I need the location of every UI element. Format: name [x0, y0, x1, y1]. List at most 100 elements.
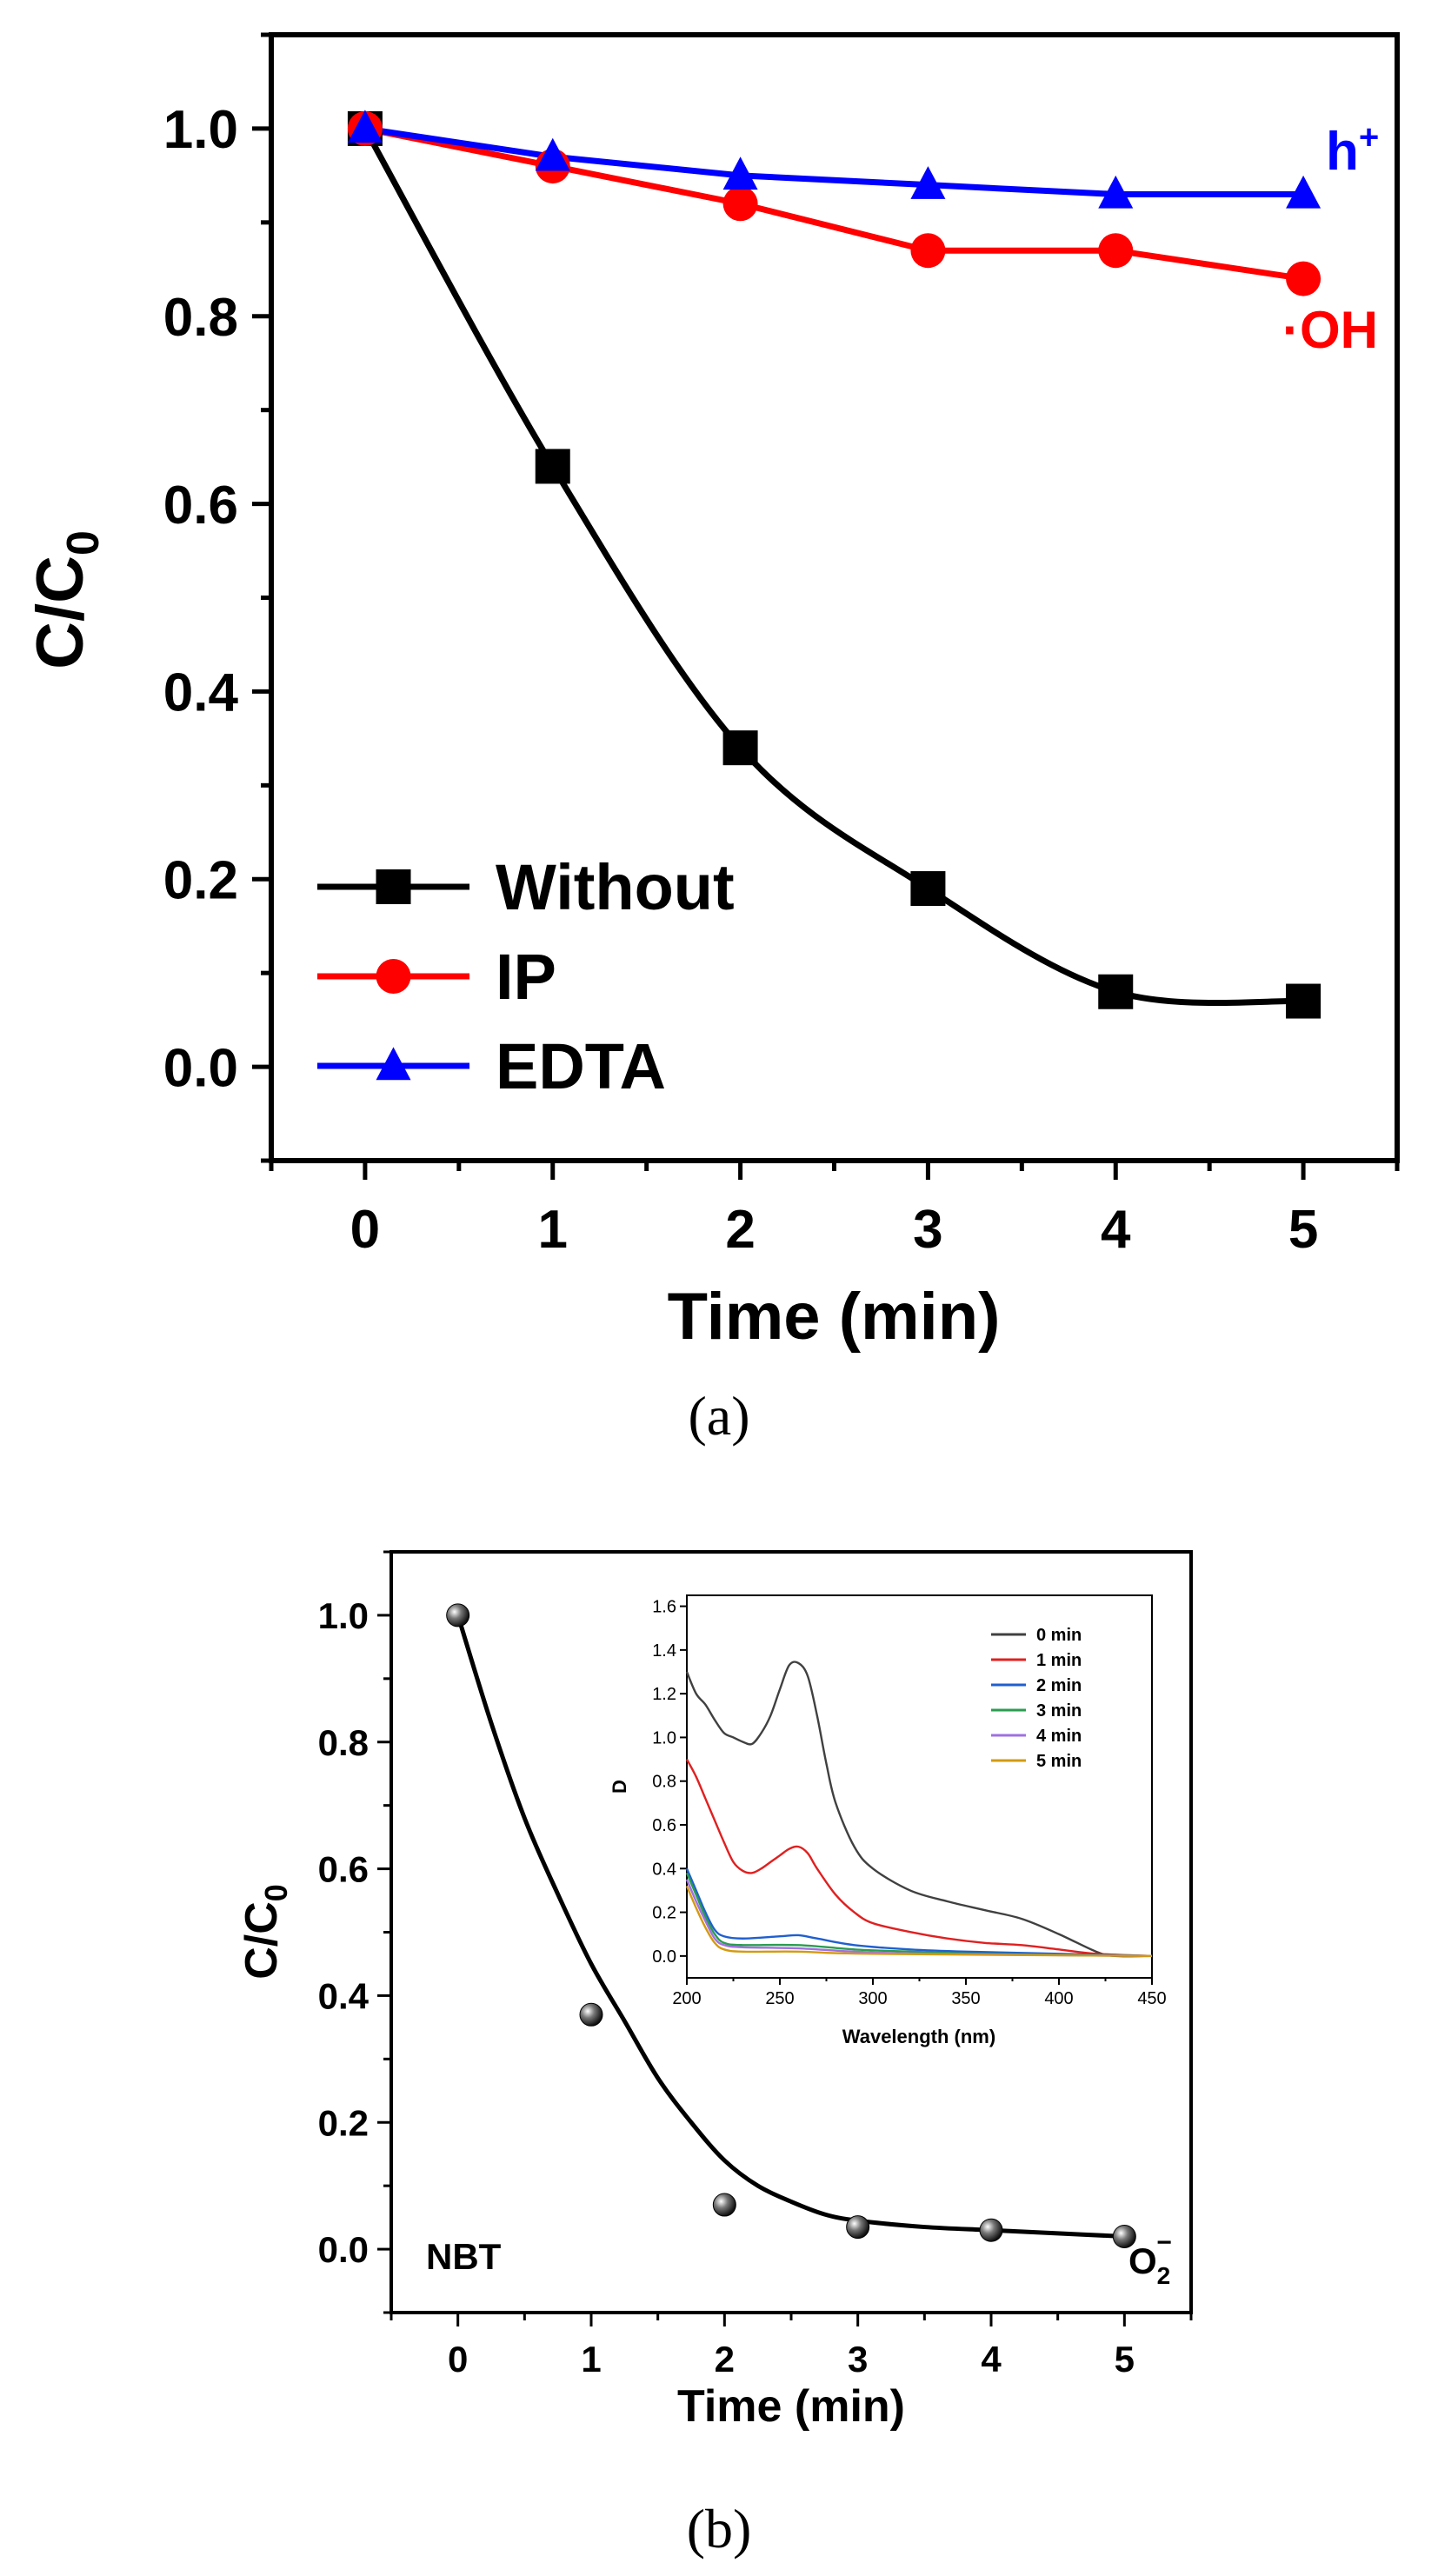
label-o2-main: O — [1128, 2240, 1157, 2281]
inset-ytick-label: 0.8 — [652, 1773, 676, 1792]
panel-b-xtick-label: 3 — [848, 2339, 868, 2380]
inset-ytick-label: 1.2 — [652, 1685, 676, 1704]
point-edta — [722, 156, 758, 190]
inset-ytick-label: 0.6 — [652, 1816, 676, 1835]
fit-curve — [456, 1614, 1125, 2239]
inset-xtick-label: 450 — [1137, 1989, 1166, 2008]
inset-legend-label: 3 min — [1036, 1701, 1082, 1721]
panel-a-xlabel: Time (min) — [668, 1280, 1001, 1354]
point-without — [722, 730, 758, 766]
inset-xtick-label: 200 — [672, 1989, 701, 2008]
panel-a-ytick-label: 0.8 — [163, 288, 238, 348]
panel-b-xtick-label: 1 — [581, 2339, 601, 2380]
series-line-edta — [364, 125, 1304, 197]
panel-a-legend: Without IP EDTA — [317, 851, 735, 1102]
panel-a-ytick-label: 1.0 — [163, 100, 238, 160]
panel-a-ylabel-sub: 0 — [58, 530, 109, 556]
legend-marker-edta — [376, 1047, 411, 1081]
panel-b-xtick-label: 5 — [1115, 2339, 1135, 2380]
inset-xtick-label: 400 — [1044, 1989, 1073, 2008]
panel-b-ytick-label: 0.0 — [318, 2229, 369, 2270]
inset-series-1-min — [685, 1759, 1153, 1958]
panel-a-ylabel-main: C/C — [23, 556, 97, 669]
point-ip — [1286, 261, 1321, 296]
panel-b-ytick-label: 1.0 — [318, 1595, 369, 1636]
panel-b-ytick-label: 0.4 — [318, 1976, 369, 2017]
panel-a-frame — [269, 32, 1400, 1163]
inset-legend-label: 2 min — [1036, 1676, 1082, 1695]
caption-a: (a) — [688, 1385, 749, 1447]
annotation-oh: ·OH — [1282, 301, 1378, 359]
point-ip — [1098, 233, 1134, 269]
label-o2-sub: 2 — [1157, 2262, 1171, 2289]
panel-b-ylabel-main: C/C — [236, 1901, 287, 1980]
panel-b-xlabel: Time (min) — [677, 2381, 905, 2432]
panel-a-ylabel: C/C0 — [23, 530, 109, 669]
point-ip — [910, 233, 946, 269]
inset-legend-label: 4 min — [1036, 1727, 1082, 1746]
annotation-h-plus: h+ — [1326, 118, 1379, 182]
inset-xtick-label: 250 — [765, 1989, 794, 2008]
nbt-point — [979, 2218, 1003, 2242]
panel-a-ytick-label: 0.0 — [163, 1038, 238, 1098]
inset-legend-label: 5 min — [1036, 1752, 1082, 1771]
panel-a-ytick-label: 0.6 — [163, 476, 238, 536]
label-nbt: NBT — [426, 2236, 502, 2277]
inset-ytick-label: 0.4 — [652, 1860, 676, 1879]
series-line-ip — [364, 125, 1304, 283]
nbt-point — [446, 1603, 470, 1627]
point-ip — [722, 186, 758, 222]
panel-b-ytick-label: 0.8 — [318, 1722, 369, 1763]
nbt-point — [846, 2215, 870, 2240]
panel-a-xtick-label: 5 — [1288, 1200, 1318, 1260]
point-edta — [910, 166, 946, 199]
panel-a-xtick-label: 4 — [1101, 1200, 1131, 1260]
panel-b-ylabel-sub: 0 — [258, 1884, 294, 1901]
inset-series-0-min — [685, 1661, 1153, 1958]
inset-series-2-min — [685, 1867, 1153, 1958]
inset-chart: 200 250 300 350 400 450 0.0 0.2 0.4 0.6 0.8 1.0 1.2 1… — [609, 1594, 1167, 2047]
point-edta — [347, 110, 383, 143]
label-o2-sup: − — [1156, 2228, 1172, 2257]
annotation-h-text: h — [1326, 122, 1359, 182]
point-edta — [1098, 175, 1134, 209]
legend-marker-without — [376, 869, 411, 904]
inset-ytick-label: 1.6 — [652, 1598, 676, 1617]
legend-label-ip: IP — [496, 941, 556, 1013]
caption-b: (b) — [687, 2498, 752, 2559]
inset-ytick-label: 1.0 — [652, 1728, 676, 1747]
panel-b-xtick-label: 2 — [715, 2339, 735, 2380]
point-edta — [1286, 175, 1321, 209]
panel-b-ytick-label: 0.2 — [318, 2102, 369, 2143]
inset-series-5-min — [685, 1885, 1153, 1958]
nbt-point — [712, 2193, 736, 2217]
panel-a-xtick-label: 1 — [538, 1200, 568, 1260]
point-edta — [535, 137, 570, 171]
legend-label-edta: EDTA — [496, 1030, 666, 1102]
inset-xtick-label: 350 — [951, 1989, 980, 2008]
legend-label-without: Without — [496, 851, 735, 923]
legend-marker-ip — [376, 959, 411, 994]
point-without — [1098, 974, 1134, 1009]
panel-a-ytick-label: 0.2 — [163, 851, 238, 911]
inset-ytick-label: 0.2 — [652, 1904, 676, 1923]
inset-legend: 0 min 1 min 2 min 3 min 4 min 5 min — [991, 1626, 1082, 1771]
nbt-point — [579, 2002, 603, 2027]
point-without — [1286, 983, 1321, 1019]
panel-b-xtick-label: 4 — [981, 2339, 1002, 2380]
inset-legend-label: 1 min — [1036, 1651, 1082, 1670]
inset-xtick-label: 300 — [858, 1989, 887, 2008]
panel-b-chart: 0 1 2 3 4 50.00.20.40.60.81.0 Time (min) C/C0… — [236, 1550, 1193, 2559]
nbt-point — [1112, 2225, 1136, 2248]
inset-ytick-label: 0.0 — [652, 1947, 676, 1967]
point-without — [535, 449, 570, 484]
panel-a-xtick-label: 0 — [350, 1200, 380, 1260]
panel-b-ytick-label: 0.6 — [318, 1849, 369, 1890]
panel-a-xtick-label: 3 — [913, 1200, 942, 1260]
inset-legend-label: 0 min — [1036, 1626, 1082, 1645]
inset-ylabel: D — [609, 1780, 630, 1794]
panel-b-ylabel: C/C0 — [236, 1884, 294, 1980]
panel-a-chart: 0 1 2 3 4 5 0.0 0.2 0.4 0.6 0.8 1.0 Without IP EDTA T… — [23, 32, 1400, 1447]
inset-xlabel: Wavelength (nm) — [842, 2026, 995, 2047]
